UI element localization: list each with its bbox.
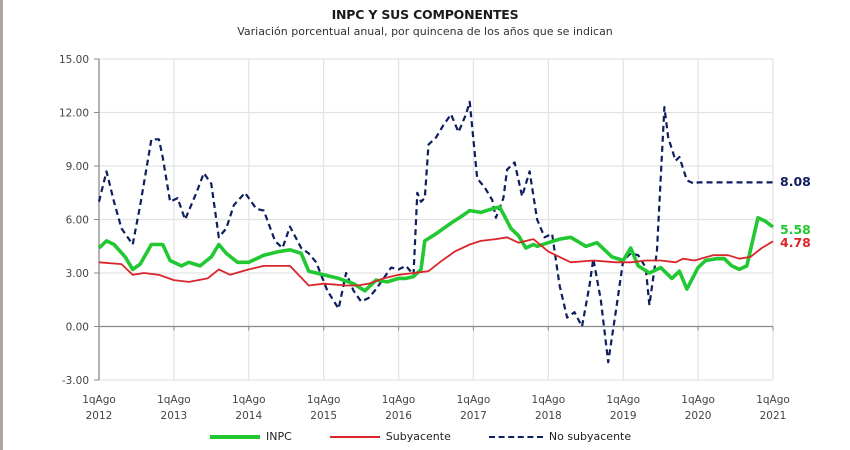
x-tick-label: 1qAgo (82, 394, 116, 406)
legend-label-no-subyacente: No subyacente (548, 430, 632, 443)
x-tick-label: 1qAgo (756, 394, 790, 406)
chart-subtitle: Variación porcentual anual, por quincena… (237, 25, 613, 38)
x-tick-label: 2017 (460, 410, 487, 422)
end-label-no-subyacente: 8.08 (780, 174, 811, 189)
y-tick-label: 9.00 (66, 161, 89, 173)
legend-swatch-inpc (210, 434, 260, 439)
x-tick-label: 1qAgo (232, 394, 266, 406)
y-tick-label: 12.00 (59, 108, 89, 120)
end-label-inpc: 5.58 (780, 222, 811, 237)
legend-item-no-subyacente: No subyacente (488, 430, 632, 443)
series-lines (97, 100, 775, 364)
legend-item-inpc: INPC (210, 430, 292, 443)
x-tick-label: 1qAgo (157, 394, 191, 406)
axes (94, 58, 774, 381)
x-axis-tick-labels: 1qAgo 2012 1qAgo 2013 1qAgo 2014 1qAgo 2015 1qAg… (82, 394, 790, 422)
legend-swatch-subyacente (329, 435, 380, 438)
legend-label-subyacente: Subyacente (385, 430, 451, 443)
y-tick-label: 0.00 (66, 322, 89, 334)
x-tick-label: 2013 (161, 410, 188, 422)
x-tick-label: 1qAgo (681, 394, 715, 406)
x-tick-label: 2020 (685, 410, 712, 422)
x-tick-label: 1qAgo (532, 394, 566, 406)
image-left-border (0, 0, 3, 450)
series-no-subyacente (97, 100, 773, 364)
series-subyacente (98, 236, 774, 287)
end-value-labels: 8.08 5.58 4.78 (780, 174, 811, 250)
x-tick-label: 1qAgo (457, 394, 491, 406)
y-axis-tick-labels: 15.00 12.00 9.00 6.00 3.00 0.00 -3.00 (59, 54, 89, 387)
y-tick-label: -3.00 (62, 375, 89, 387)
x-tick-label: 2015 (310, 410, 337, 422)
x-tick-label: 2012 (86, 410, 113, 422)
chart-legend: INPC Subyacente No subyacente (210, 430, 669, 443)
y-tick-label: 6.00 (66, 215, 89, 227)
series-inpc (97, 205, 775, 293)
x-tick-label: 2018 (535, 410, 562, 422)
legend-item-subyacente: Subyacente (329, 430, 451, 443)
x-tick-label: 2019 (610, 410, 637, 422)
x-tick-label: 1qAgo (307, 394, 341, 406)
x-tick-label: 2014 (235, 410, 262, 422)
y-tick-label: 15.00 (59, 54, 89, 66)
legend-swatch-no-subyacente (488, 435, 543, 438)
x-tick-label: 2021 (760, 410, 787, 422)
legend-label-inpc: INPC (266, 430, 292, 443)
chart-title: INPC Y SUS COMPONENTES (331, 7, 519, 22)
x-tick-label: 1qAgo (606, 394, 640, 406)
y-tick-label: 3.00 (66, 268, 89, 280)
gridlines (99, 58, 774, 381)
x-tick-label: 2016 (385, 410, 412, 422)
x-tick-label: 1qAgo (382, 394, 416, 406)
end-label-subyacente: 4.78 (780, 235, 811, 250)
